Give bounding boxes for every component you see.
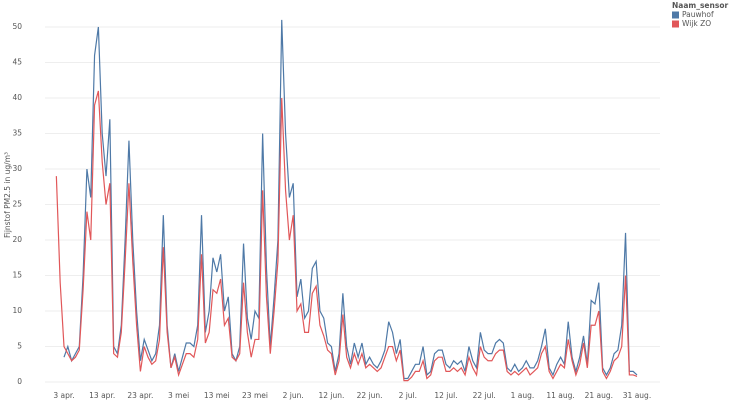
y-tick-label: 20	[12, 235, 22, 244]
x-tick-label: 2 jul.	[399, 391, 417, 400]
x-tick-label: 13 apr.	[89, 391, 115, 400]
x-tick-label: 11 aug.	[546, 391, 574, 400]
x-tick-label: 23 apr.	[127, 391, 153, 400]
y-tick-label: 25	[12, 200, 22, 209]
x-tick-label: 21 aug.	[585, 391, 613, 400]
x-tick-label: 22 jun.	[357, 391, 383, 400]
y-tick-label: 10	[12, 306, 22, 315]
x-tick-label: 31 aug.	[623, 391, 651, 400]
y-tick-label: 35	[12, 129, 22, 138]
x-tick-label: 3 apr.	[53, 391, 74, 400]
y-tick-label: 50	[12, 22, 22, 31]
legend-label: Pauwhof	[682, 10, 714, 19]
series-line	[55, 90, 638, 382]
y-tick-label: 45	[12, 58, 22, 67]
x-tick-label: 3 mei	[168, 391, 189, 400]
legend-label: Wijk ZO	[682, 19, 711, 28]
y-axis-label: Fijnstof PM2.5 in ug/m³	[3, 152, 12, 238]
x-tick-label: 22 jul.	[473, 391, 496, 400]
x-tick-label: 13 mei	[204, 391, 230, 400]
legend-title: Naam_sensor	[672, 1, 728, 10]
y-tick-label: 5	[17, 342, 22, 351]
y-tick-label: 15	[12, 271, 22, 280]
x-tick-label: 23 mei	[242, 391, 268, 400]
y-tick-label: 0	[17, 377, 22, 386]
x-tick-label: 1 aug.	[511, 391, 535, 400]
legend-swatch	[672, 20, 679, 28]
legend-swatch	[672, 11, 679, 19]
x-tick-label: 12 jun.	[318, 391, 344, 400]
series-line	[63, 19, 638, 380]
y-tick-label: 40	[12, 93, 22, 102]
x-tick-label: 2 jun.	[283, 391, 304, 400]
x-tick-label: 12 jul.	[434, 391, 457, 400]
y-tick-label: 30	[12, 164, 22, 173]
